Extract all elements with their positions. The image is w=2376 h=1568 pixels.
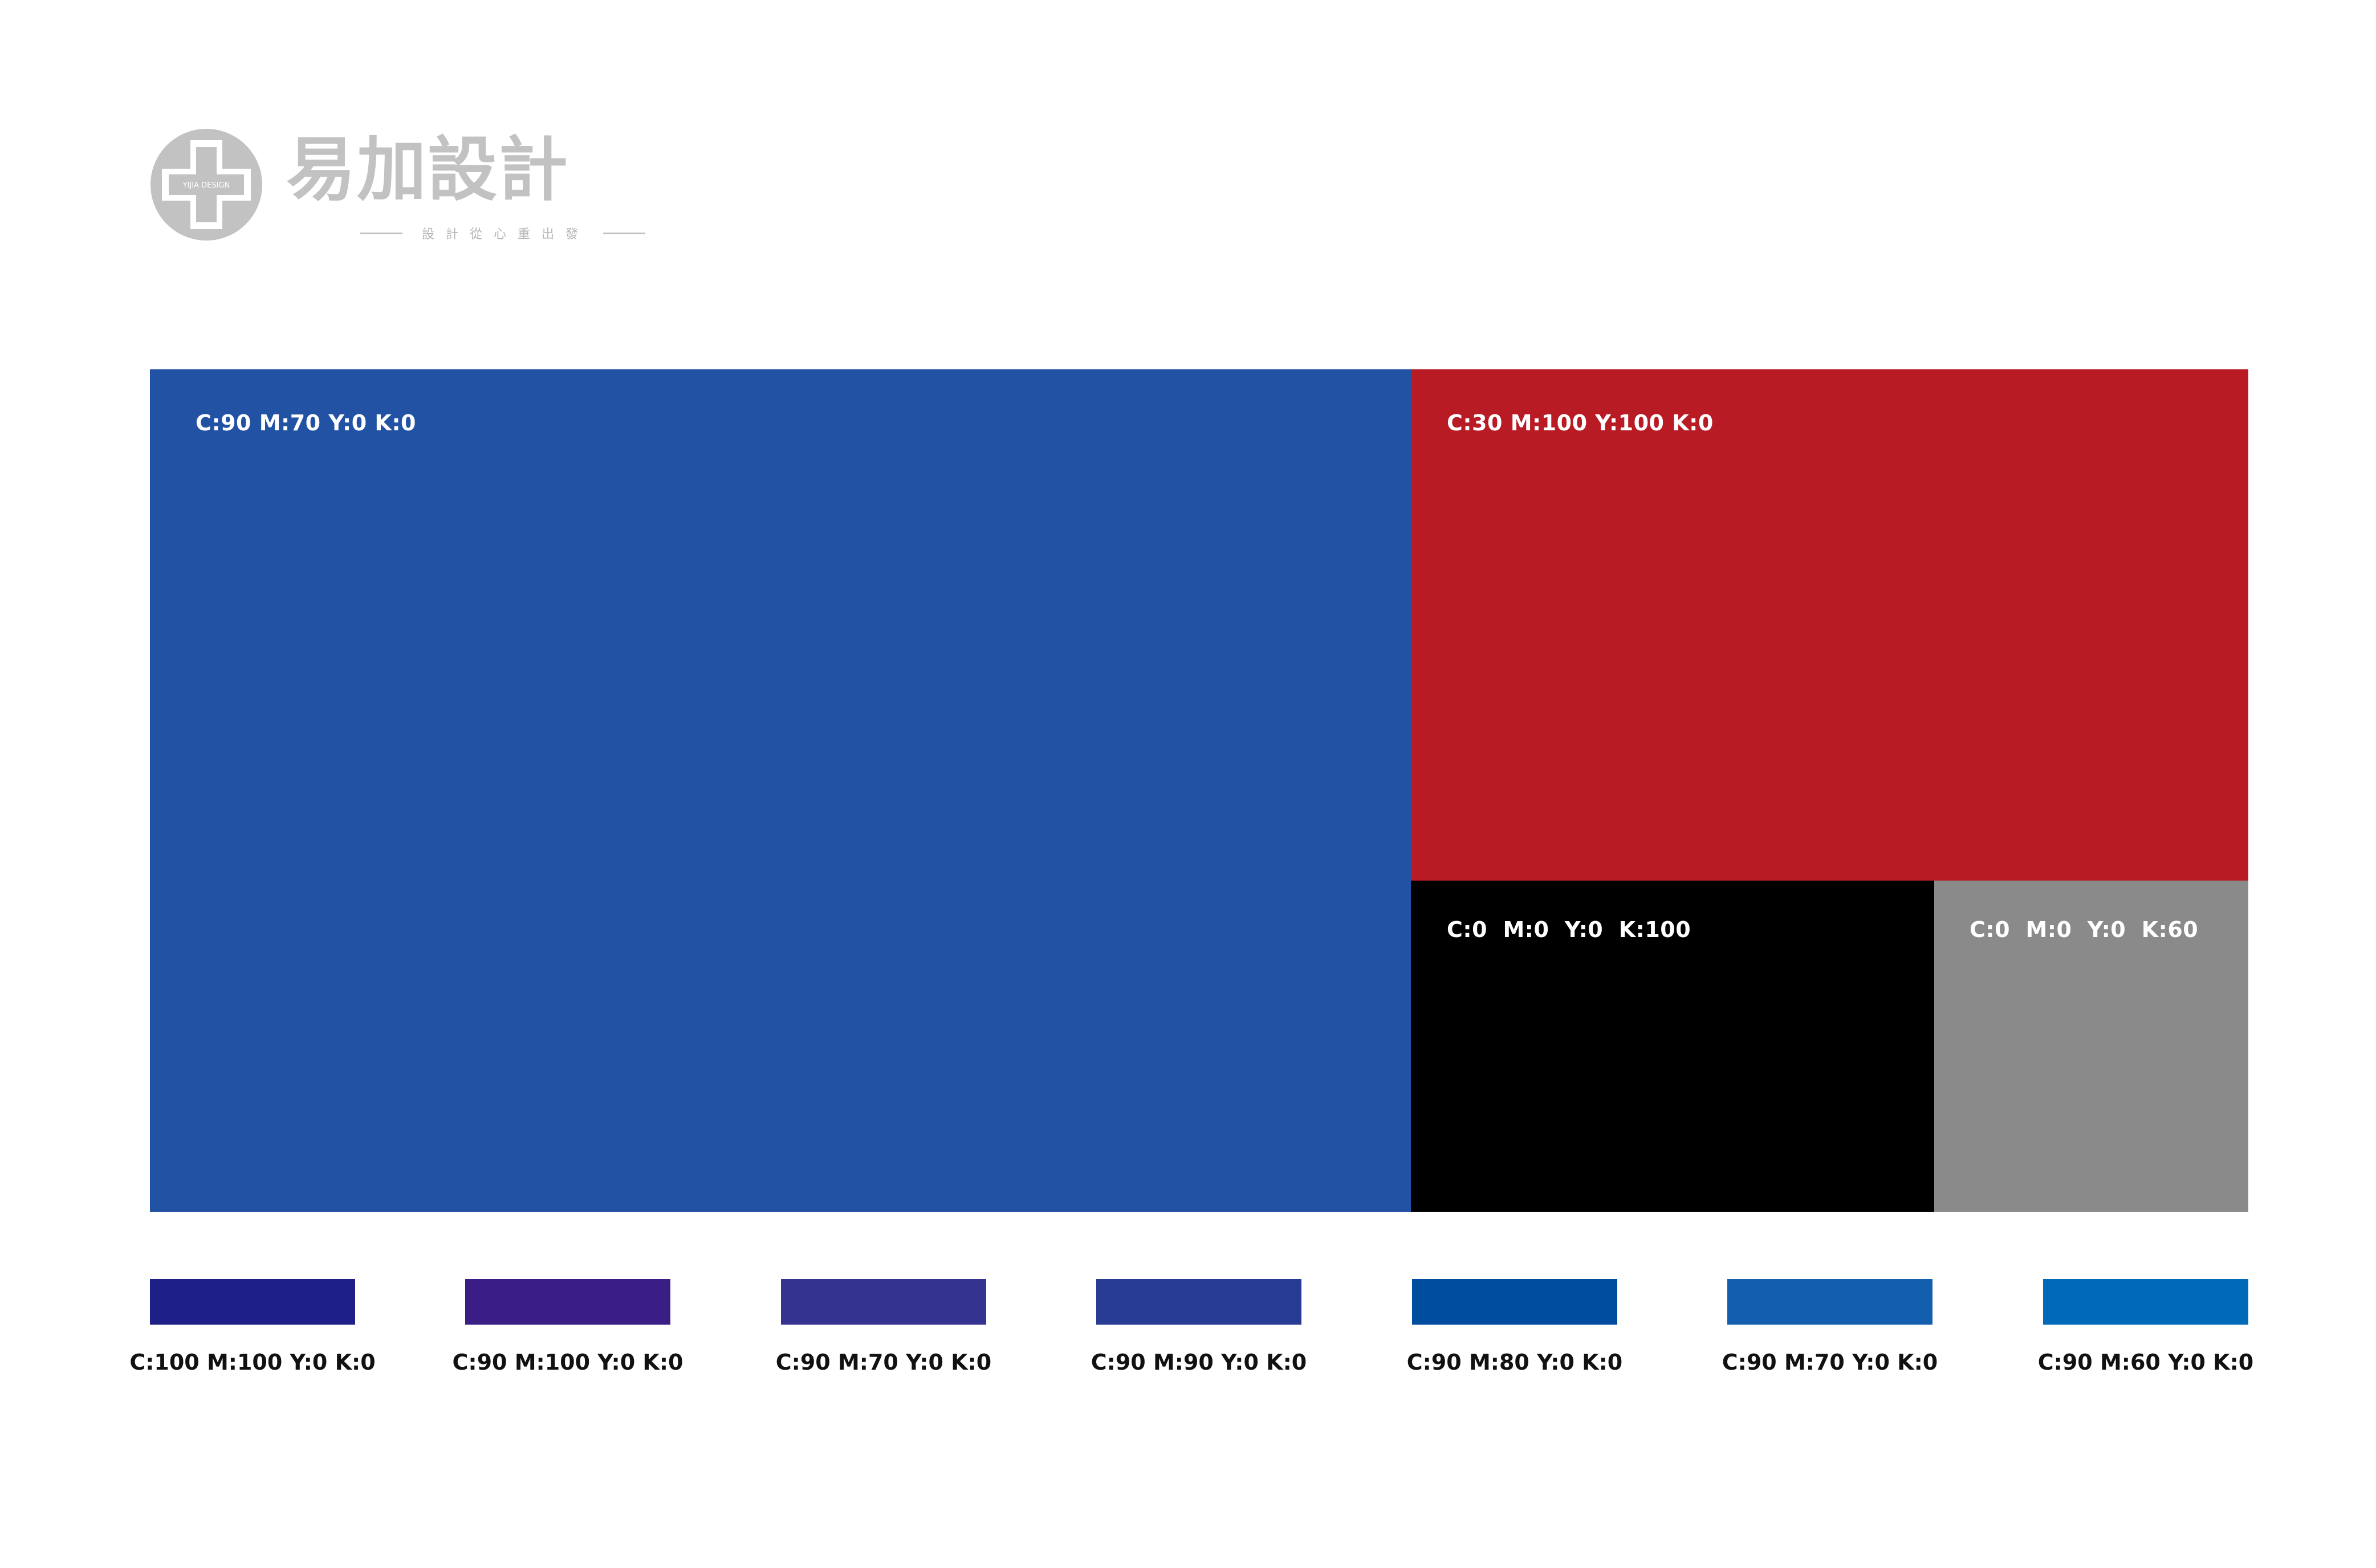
primary-red-label: C:30 M:100 Y:100 K:0 [1447, 410, 1714, 435]
swatch-6 [1727, 1279, 1932, 1325]
gray-label: C:0 M:0 Y:0 K:60 [1970, 917, 2199, 942]
gray-block: C:0 M:0 Y:0 K:60 [1934, 881, 2248, 1212]
swatch-1-label: C:100 M:100 Y:0 K:0 [129, 1350, 376, 1375]
swatch-7 [2043, 1279, 2248, 1325]
primary-red-block: C:30 M:100 Y:100 K:0 [1411, 369, 2248, 881]
swatch-2 [465, 1279, 670, 1325]
primary-blue-block: C:90 M:70 Y:0 K:0 [150, 369, 1411, 1212]
logo-tagline: 設計從心重出發 [421, 227, 589, 242]
swatch-5 [1412, 1279, 1617, 1325]
brand-logo: YIJIA DESIGN 易加設計 設計從心重出發 [149, 128, 645, 247]
swatch-4-label: C:90 M:90 Y:0 K:0 [1091, 1350, 1307, 1375]
primary-blue-label: C:90 M:70 Y:0 K:0 [196, 410, 416, 435]
logo-wordmark: 易加設計 [286, 129, 569, 210]
swatch-4 [1096, 1279, 1301, 1325]
logo-tagline-row: 設計從心重出發 [309, 222, 697, 245]
tagline-divider-right [603, 232, 645, 234]
swatch-2-label: C:90 M:100 Y:0 K:0 [452, 1350, 683, 1375]
swatch-7-label: C:90 M:60 Y:0 K:0 [2037, 1350, 2254, 1375]
swatch-6-label: C:90 M:70 Y:0 K:0 [1722, 1350, 1938, 1375]
swatch-1 [150, 1279, 355, 1325]
swatch-3 [781, 1279, 986, 1325]
logo-badge-text: YIJIA DESIGN [182, 181, 230, 190]
swatch-3-label: C:90 M:70 Y:0 K:0 [775, 1350, 992, 1375]
black-label: C:0 M:0 Y:0 K:100 [1447, 917, 1691, 942]
swatch-5-label: C:90 M:80 Y:0 K:0 [1406, 1350, 1623, 1375]
cross-badge-icon: YIJIA DESIGN [149, 128, 263, 242]
black-block: C:0 M:0 Y:0 K:100 [1411, 881, 1934, 1212]
tagline-divider-left [360, 232, 402, 234]
